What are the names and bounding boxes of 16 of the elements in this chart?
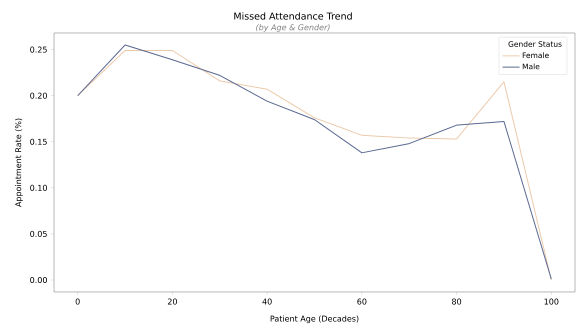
x-tick-label: 60 xyxy=(357,298,366,305)
y-tick-label: 0.20 xyxy=(30,92,47,99)
x-tick-label: 100 xyxy=(544,298,558,305)
chart-title: Missed Attendance Trend xyxy=(234,12,352,20)
x-tick-label: 40 xyxy=(262,298,272,305)
y-tick-label: 0.15 xyxy=(30,138,47,145)
x-tick-label: 0 xyxy=(76,298,80,305)
y-tick-label: 0.05 xyxy=(30,230,47,237)
chart-subtitle: (by Age & Gender) xyxy=(256,24,330,32)
x-tick-label: 80 xyxy=(452,298,462,305)
y-tick-label: 0.10 xyxy=(30,184,47,191)
x-axis-title: Patient Age (Decades) xyxy=(270,315,358,324)
y-axis-title: Appointment Rate (%) xyxy=(15,118,23,207)
y-tick-label: 0.25 xyxy=(30,46,47,53)
x-tick-label: 20 xyxy=(168,298,177,305)
y-tick-label: 0.00 xyxy=(30,276,47,284)
